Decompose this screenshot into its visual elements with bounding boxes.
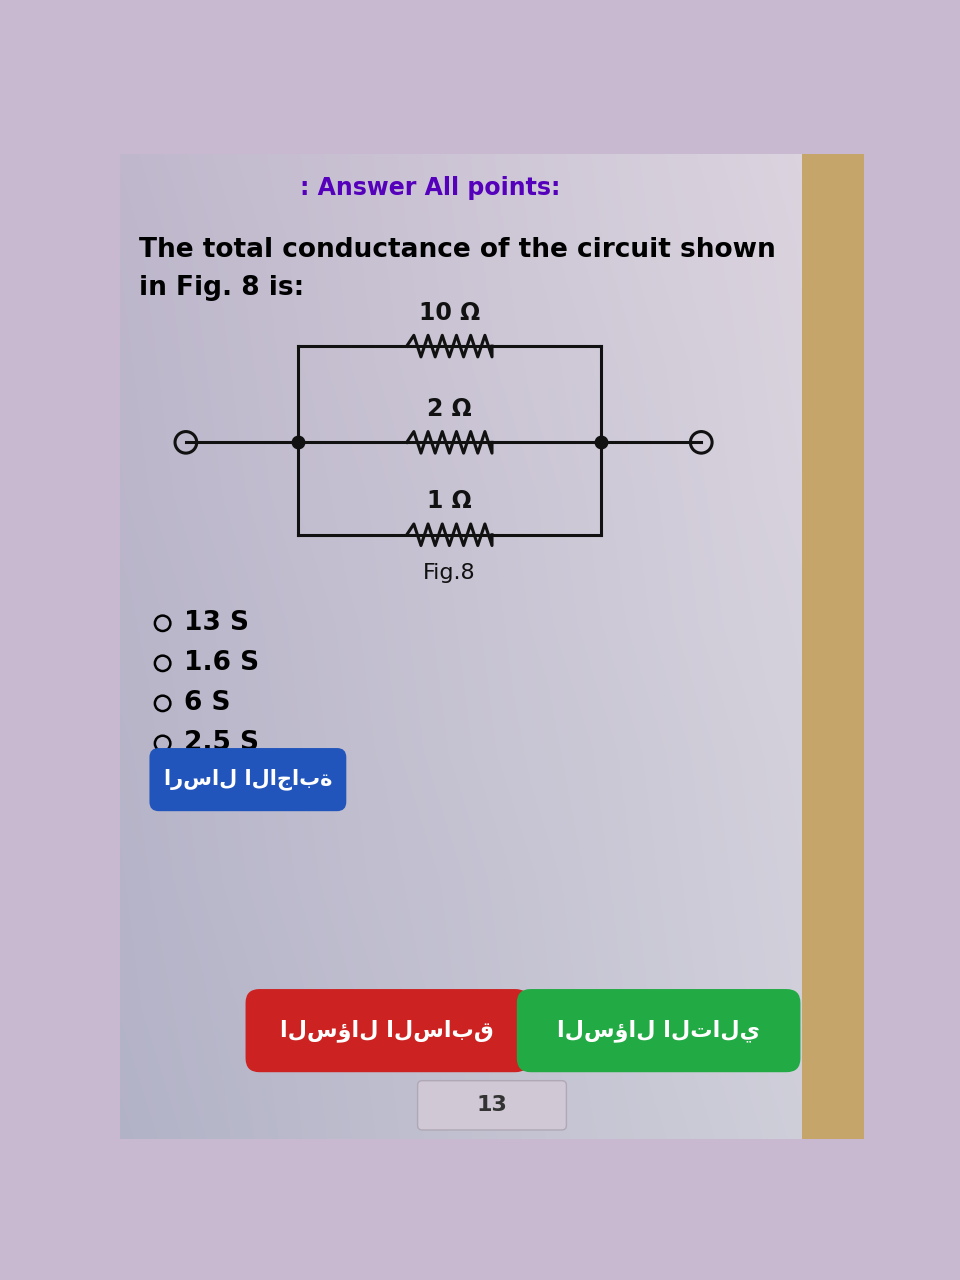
Text: 1.6 S: 1.6 S bbox=[183, 650, 258, 676]
FancyBboxPatch shape bbox=[150, 748, 347, 812]
Text: Fig.8: Fig.8 bbox=[423, 563, 476, 584]
Text: 13 S: 13 S bbox=[183, 611, 249, 636]
Text: 13: 13 bbox=[476, 1096, 508, 1115]
Text: ارسال الاجابة: ارسال الاجابة bbox=[164, 769, 332, 791]
Text: 6 S: 6 S bbox=[183, 690, 230, 717]
Text: 1 Ω: 1 Ω bbox=[427, 489, 471, 513]
Text: in Fig. 8 is:: in Fig. 8 is: bbox=[139, 275, 304, 301]
Text: السؤال السابق: السؤال السابق bbox=[280, 1019, 494, 1042]
FancyBboxPatch shape bbox=[516, 989, 801, 1073]
Text: 2.5 S: 2.5 S bbox=[183, 731, 258, 756]
FancyBboxPatch shape bbox=[246, 989, 529, 1073]
Text: : Answer All points:: : Answer All points: bbox=[300, 177, 561, 200]
Text: The total conductance of the circuit shown: The total conductance of the circuit sho… bbox=[139, 237, 776, 262]
Text: 2 Ω: 2 Ω bbox=[427, 397, 471, 421]
FancyBboxPatch shape bbox=[418, 1080, 566, 1130]
Text: السؤال التالي: السؤال التالي bbox=[557, 1019, 760, 1042]
Text: 10 Ω: 10 Ω bbox=[419, 301, 480, 325]
